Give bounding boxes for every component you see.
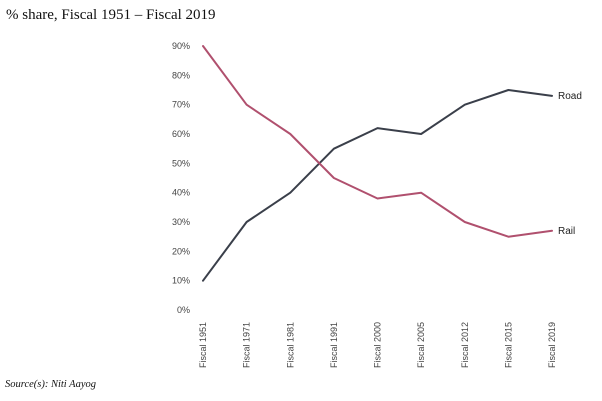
series-labels: Road Rail [558, 91, 582, 237]
series-label-rail: Rail [558, 226, 575, 237]
series-line-rail [202, 45, 553, 238]
y-tick-label: 0% [177, 305, 190, 315]
x-axis: Fiscal 1951 Fiscal 1971 Fiscal 1981 Fiscal … [198, 322, 557, 368]
y-axis: 0% 10% 20% 30% 40% 50% 60% 70% 80% 90% [172, 41, 190, 315]
x-tick-label: Fiscal 1991 [329, 322, 339, 368]
y-tick-label: 50% [172, 158, 190, 168]
x-tick-label: Fiscal 2019 [547, 322, 557, 368]
source-note: Source(s): Niti Aayog [5, 379, 96, 390]
series-lines [202, 45, 553, 282]
y-tick-label: 80% [172, 70, 190, 80]
series-line-road [202, 89, 553, 282]
y-tick-label: 10% [172, 276, 190, 286]
x-tick-label: Fiscal 1971 [242, 322, 252, 368]
y-tick-label: 70% [172, 100, 190, 110]
y-tick-label: 60% [172, 129, 190, 139]
x-tick-label: Fiscal 2005 [416, 322, 426, 368]
y-tick-label: 90% [172, 41, 190, 51]
chart-title: % share, Fiscal 1951 – Fiscal 2019 [6, 7, 216, 23]
x-tick-label: Fiscal 1981 [285, 322, 295, 368]
x-tick-label: Fiscal 1951 [198, 322, 208, 368]
y-tick-label: 20% [172, 246, 190, 256]
y-tick-label: 40% [172, 188, 190, 198]
x-tick-label: Fiscal 2015 [503, 322, 513, 368]
series-label-road: Road [558, 91, 582, 102]
y-tick-label: 30% [172, 217, 190, 227]
x-tick-label: Fiscal 2012 [460, 322, 470, 368]
x-tick-label: Fiscal 2000 [373, 322, 383, 368]
